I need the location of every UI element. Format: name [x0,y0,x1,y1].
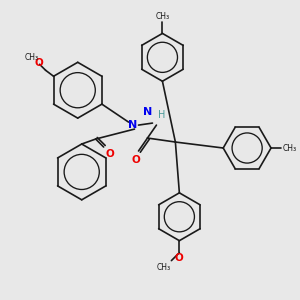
Text: CH₃: CH₃ [156,262,170,272]
Text: N: N [143,107,152,117]
Text: N: N [128,120,137,130]
Text: O: O [106,149,114,159]
Text: CH₃: CH₃ [25,53,39,62]
Text: CH₃: CH₃ [155,13,170,22]
Text: CH₃: CH₃ [283,143,297,152]
Text: O: O [175,253,184,262]
Text: O: O [131,155,140,165]
Text: H: H [158,110,166,120]
Text: O: O [35,58,44,68]
